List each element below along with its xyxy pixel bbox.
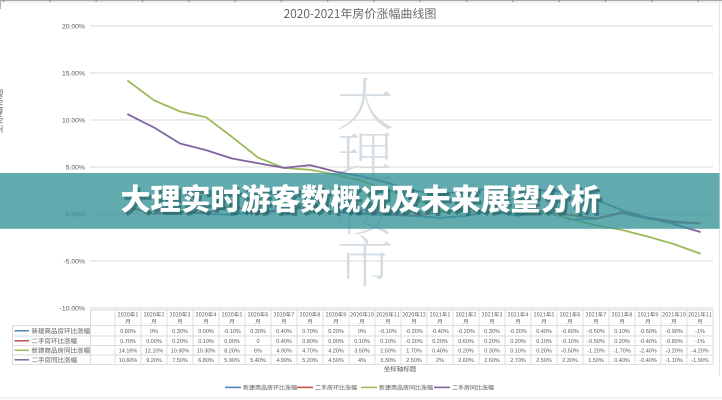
svg-text:-0.50%: -0.50% bbox=[587, 339, 605, 345]
svg-text:0.40%: 0.40% bbox=[536, 329, 552, 335]
svg-text:10.60%: 10.60% bbox=[119, 358, 138, 364]
svg-text:3.50%: 3.50% bbox=[354, 348, 370, 354]
svg-text:-5.00%: -5.00% bbox=[63, 259, 85, 266]
svg-text:0.40%: 0.40% bbox=[276, 329, 292, 335]
svg-text:-4.20%: -4.20% bbox=[691, 348, 709, 354]
svg-text:4.20%: 4.20% bbox=[328, 348, 344, 354]
svg-text:0.40%: 0.40% bbox=[276, 339, 292, 345]
svg-text:0.20%: 0.20% bbox=[328, 329, 344, 335]
svg-text:0.40%: 0.40% bbox=[614, 358, 630, 364]
svg-text:0.10%: 0.10% bbox=[198, 339, 214, 345]
svg-text:5.20%: 5.20% bbox=[302, 358, 318, 364]
svg-text:0.30%: 0.30% bbox=[484, 329, 500, 335]
svg-text:0.80%: 0.80% bbox=[302, 339, 318, 345]
svg-text:5.90%: 5.90% bbox=[224, 358, 240, 364]
svg-text:4.70%: 4.70% bbox=[302, 348, 318, 354]
svg-text:4.90%: 4.90% bbox=[276, 358, 292, 364]
svg-text:0.30%: 0.30% bbox=[250, 329, 266, 335]
svg-text:4.90%: 4.90% bbox=[276, 348, 292, 354]
svg-text:0.10%: 0.10% bbox=[380, 339, 396, 345]
svg-text:8.20%: 8.20% bbox=[224, 348, 240, 354]
svg-text:1.50%: 1.50% bbox=[588, 358, 604, 364]
svg-text:0.30%: 0.30% bbox=[484, 348, 500, 354]
svg-text:0.20%: 0.20% bbox=[536, 348, 552, 354]
svg-text:20.00%: 20.00% bbox=[62, 24, 85, 31]
svg-text:2.60%: 2.60% bbox=[484, 358, 500, 364]
svg-text:-2.40%: -2.40% bbox=[639, 348, 657, 354]
svg-text:-0.90%: -0.90% bbox=[665, 329, 683, 335]
svg-text:14.16%: 14.16% bbox=[119, 348, 138, 354]
svg-text:2.70%: 2.70% bbox=[510, 358, 526, 364]
svg-text:0.10%: 0.10% bbox=[536, 339, 552, 345]
svg-text:0.10%: 0.10% bbox=[354, 339, 370, 345]
svg-text:-0.10%: -0.10% bbox=[379, 329, 397, 335]
svg-text:-1%: -1% bbox=[695, 339, 705, 345]
svg-text:7.50%: 7.50% bbox=[172, 358, 188, 364]
svg-text:-0.10%: -0.10% bbox=[223, 329, 241, 335]
svg-text:0%: 0% bbox=[358, 329, 366, 335]
svg-text:-1.70%: -1.70% bbox=[613, 348, 631, 354]
svg-text:5.00%: 5.00% bbox=[66, 165, 85, 172]
svg-text:2.50%: 2.50% bbox=[536, 358, 552, 364]
svg-text:0.10%: 0.10% bbox=[614, 329, 630, 335]
svg-text:-0.40%: -0.40% bbox=[639, 358, 657, 364]
svg-text:10.90%: 10.90% bbox=[171, 348, 190, 354]
svg-text:0.20%: 0.20% bbox=[484, 339, 500, 345]
svg-text:2.60%: 2.60% bbox=[458, 358, 474, 364]
svg-text:0.90%: 0.90% bbox=[328, 339, 344, 345]
svg-text:0.10%: 0.10% bbox=[510, 348, 526, 354]
svg-text:0.00%: 0.00% bbox=[146, 339, 162, 345]
svg-text:-0.10%: -0.10% bbox=[561, 339, 579, 345]
svg-text:-0.20%: -0.20% bbox=[457, 329, 475, 335]
svg-text:-0.20%: -0.20% bbox=[405, 329, 423, 335]
svg-text:0.80%: 0.80% bbox=[120, 329, 136, 335]
svg-text:15.00%: 15.00% bbox=[62, 71, 85, 78]
svg-text:2.50%: 2.50% bbox=[406, 358, 422, 364]
svg-text:-1%: -1% bbox=[695, 329, 705, 335]
svg-text:9.20%: 9.20% bbox=[146, 358, 162, 364]
svg-text:12.10%: 12.10% bbox=[145, 348, 164, 354]
svg-text:4.50%: 4.50% bbox=[328, 358, 344, 364]
svg-text:2%: 2% bbox=[436, 358, 444, 364]
svg-text:5.40%: 5.40% bbox=[250, 358, 266, 364]
svg-text:0.20%: 0.20% bbox=[510, 339, 526, 345]
svg-text:0.40%: 0.40% bbox=[432, 348, 448, 354]
svg-text:0.70%: 0.70% bbox=[302, 329, 318, 335]
svg-text:6%: 6% bbox=[254, 348, 262, 354]
svg-text:-0.20%: -0.20% bbox=[509, 329, 527, 335]
svg-text:0.90%: 0.90% bbox=[224, 339, 240, 345]
svg-text:0.20%: 0.20% bbox=[172, 339, 188, 345]
svg-text:-1.90%: -1.90% bbox=[691, 358, 709, 364]
svg-text:2.50%: 2.50% bbox=[380, 348, 396, 354]
svg-text:-0.50%: -0.50% bbox=[587, 329, 605, 335]
svg-text:-0.40%: -0.40% bbox=[431, 329, 449, 335]
svg-text:0.20%: 0.20% bbox=[458, 348, 474, 354]
svg-text:-0.50%: -0.50% bbox=[561, 348, 579, 354]
svg-text:4%: 4% bbox=[358, 358, 366, 364]
svg-text:-0.20%: -0.20% bbox=[405, 339, 423, 345]
svg-text:0.30%: 0.30% bbox=[172, 329, 188, 335]
svg-text:0.70%: 0.70% bbox=[120, 339, 136, 345]
svg-text:-3.20%: -3.20% bbox=[665, 348, 683, 354]
svg-text:0.00%: 0.00% bbox=[198, 329, 214, 335]
svg-text:2.30%: 2.30% bbox=[562, 358, 578, 364]
svg-text:-10.00%: -10.00% bbox=[60, 306, 85, 313]
svg-text:-1.20%: -1.20% bbox=[587, 348, 605, 354]
svg-text:6.80%: 6.80% bbox=[198, 358, 214, 364]
svg-text:0%: 0% bbox=[150, 329, 158, 335]
svg-text:10.30%: 10.30% bbox=[197, 348, 216, 354]
svg-text:-0.60%: -0.60% bbox=[561, 329, 579, 335]
svg-text:10.00%: 10.00% bbox=[62, 118, 85, 125]
svg-text:-1.10%: -1.10% bbox=[665, 358, 683, 364]
svg-text:-0.50%: -0.50% bbox=[639, 329, 657, 335]
svg-text:-0.80%: -0.80% bbox=[665, 339, 683, 345]
svg-text:1.70%: 1.70% bbox=[406, 348, 422, 354]
svg-text:0: 0 bbox=[256, 339, 259, 345]
svg-text:0.20%: 0.20% bbox=[432, 339, 448, 345]
svg-text:3.30%: 3.30% bbox=[380, 358, 396, 364]
svg-text:0.60%: 0.60% bbox=[458, 339, 474, 345]
svg-text:-0.40%: -0.40% bbox=[639, 339, 657, 345]
svg-text:0.20%: 0.20% bbox=[614, 339, 630, 345]
